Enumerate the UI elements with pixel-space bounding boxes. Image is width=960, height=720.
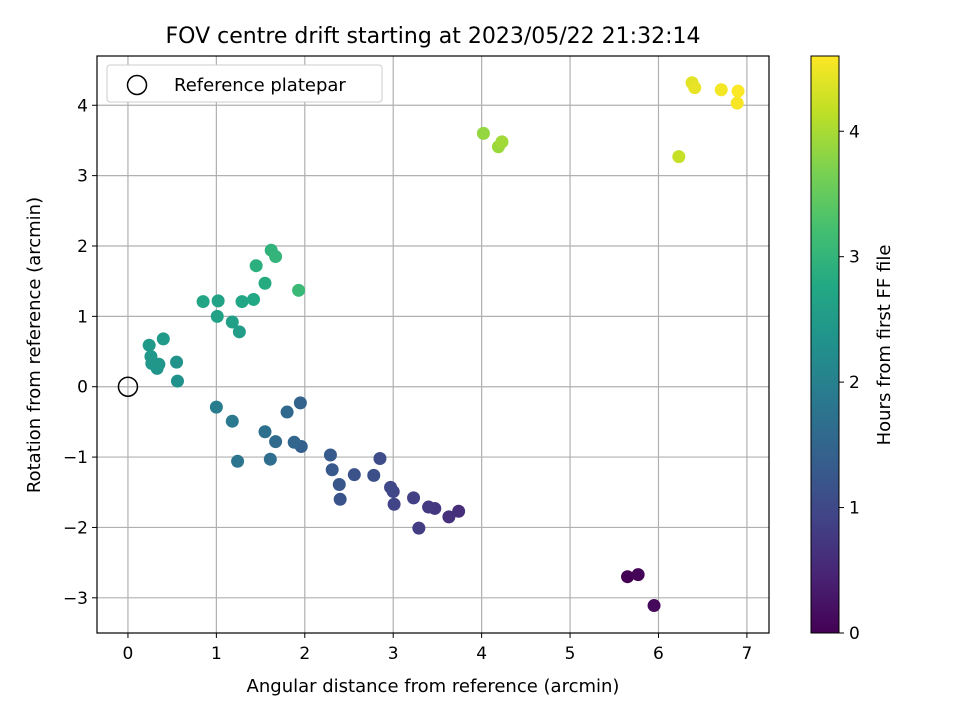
data-point: [387, 497, 401, 511]
data-point: [407, 491, 421, 505]
data-point: [269, 435, 283, 449]
x-tick-label: 4: [476, 644, 487, 664]
data-point: [621, 570, 635, 584]
reference-platepar-marker: [117, 376, 139, 397]
y-tick-label: 1: [77, 307, 88, 327]
data-point: [631, 568, 645, 582]
y-tick-label: 0: [77, 378, 88, 398]
data-point: [412, 521, 426, 535]
x-tick-label: 7: [741, 644, 752, 664]
colorbar-tick-label: 1: [849, 499, 860, 519]
data-point: [647, 599, 661, 613]
x-tick-label: 6: [653, 644, 664, 664]
data-point: [142, 338, 156, 352]
data-point: [688, 81, 702, 95]
colorbar-label: Hours from first FF file: [874, 245, 895, 446]
data-points: [117, 76, 745, 613]
data-point: [495, 135, 509, 149]
x-axis-label: Angular distance from reference (arcmin): [247, 676, 620, 697]
data-point: [263, 452, 277, 466]
colorbar-tick-label: 3: [849, 248, 860, 268]
data-point: [249, 259, 263, 273]
legend-marker-reference: [126, 74, 148, 96]
data-point: [232, 325, 246, 339]
data-point: [280, 405, 294, 419]
data-point: [211, 294, 225, 308]
data-point: [196, 295, 210, 309]
colorbar-ticks: 0 1 2 3 4: [839, 122, 860, 644]
x-tick-label: 5: [565, 644, 576, 664]
x-tick-label: 2: [299, 644, 310, 664]
data-point: [269, 250, 283, 264]
y-tick-label: −1: [63, 448, 88, 468]
y-tick-label: 3: [77, 167, 88, 187]
colorbar-tick-label: 0: [849, 624, 860, 644]
data-point: [247, 292, 261, 306]
colorbar-gradient: [810, 55, 840, 634]
data-point: [476, 126, 490, 140]
data-point: [672, 150, 686, 164]
legend: Reference platepar: [106, 64, 383, 103]
data-point: [333, 492, 347, 506]
data-point: [347, 468, 361, 482]
colorbar: 0 1 2 3 4 Hours from first FF file: [810, 55, 895, 644]
legend-label-reference: Reference platepar: [174, 75, 346, 96]
x-tick-label: 1: [211, 644, 222, 664]
data-point: [714, 83, 728, 97]
y-tick-label: 4: [77, 96, 88, 116]
data-point: [258, 425, 272, 439]
data-point: [422, 500, 436, 514]
data-point: [373, 451, 387, 465]
data-point: [287, 435, 301, 449]
data-point: [384, 480, 398, 494]
x-tick-label: 3: [388, 644, 399, 664]
data-point: [209, 400, 223, 414]
y-axis-ticks: −3 −2 −1 0 1 2 3 4: [63, 96, 97, 609]
data-point: [156, 332, 170, 346]
data-point: [235, 295, 249, 309]
data-point: [730, 96, 744, 110]
data-point: [210, 309, 224, 323]
x-tick-label: 0: [123, 644, 134, 664]
data-point: [293, 396, 307, 410]
data-point: [225, 414, 239, 428]
data-point: [170, 374, 184, 388]
data-point: [325, 463, 339, 477]
data-point: [170, 355, 184, 369]
y-tick-label: −3: [63, 589, 88, 609]
data-point: [292, 283, 306, 297]
x-axis-ticks: 0 1 2 3 4 5 6 7: [123, 633, 752, 664]
legend-box: [106, 64, 383, 103]
colorbar-tick-label: 4: [849, 122, 860, 142]
y-tick-label: 2: [77, 237, 88, 257]
data-point: [258, 276, 272, 290]
y-tick-label: −2: [63, 518, 88, 538]
data-point: [231, 454, 245, 468]
data-point: [452, 504, 466, 518]
chart-title: FOV centre drift starting at 2023/05/22 …: [166, 24, 701, 49]
data-point: [731, 84, 745, 98]
data-point: [323, 448, 337, 462]
data-point: [332, 478, 346, 492]
data-point: [442, 510, 456, 524]
colorbar-tick-label: 2: [849, 373, 860, 393]
y-axis-label: Rotation from reference (arcmin): [24, 197, 45, 493]
grid: [97, 56, 769, 633]
plot-frame: [96, 55, 770, 634]
data-point: [144, 349, 158, 363]
data-point: [225, 315, 239, 329]
data-point: [367, 468, 381, 482]
